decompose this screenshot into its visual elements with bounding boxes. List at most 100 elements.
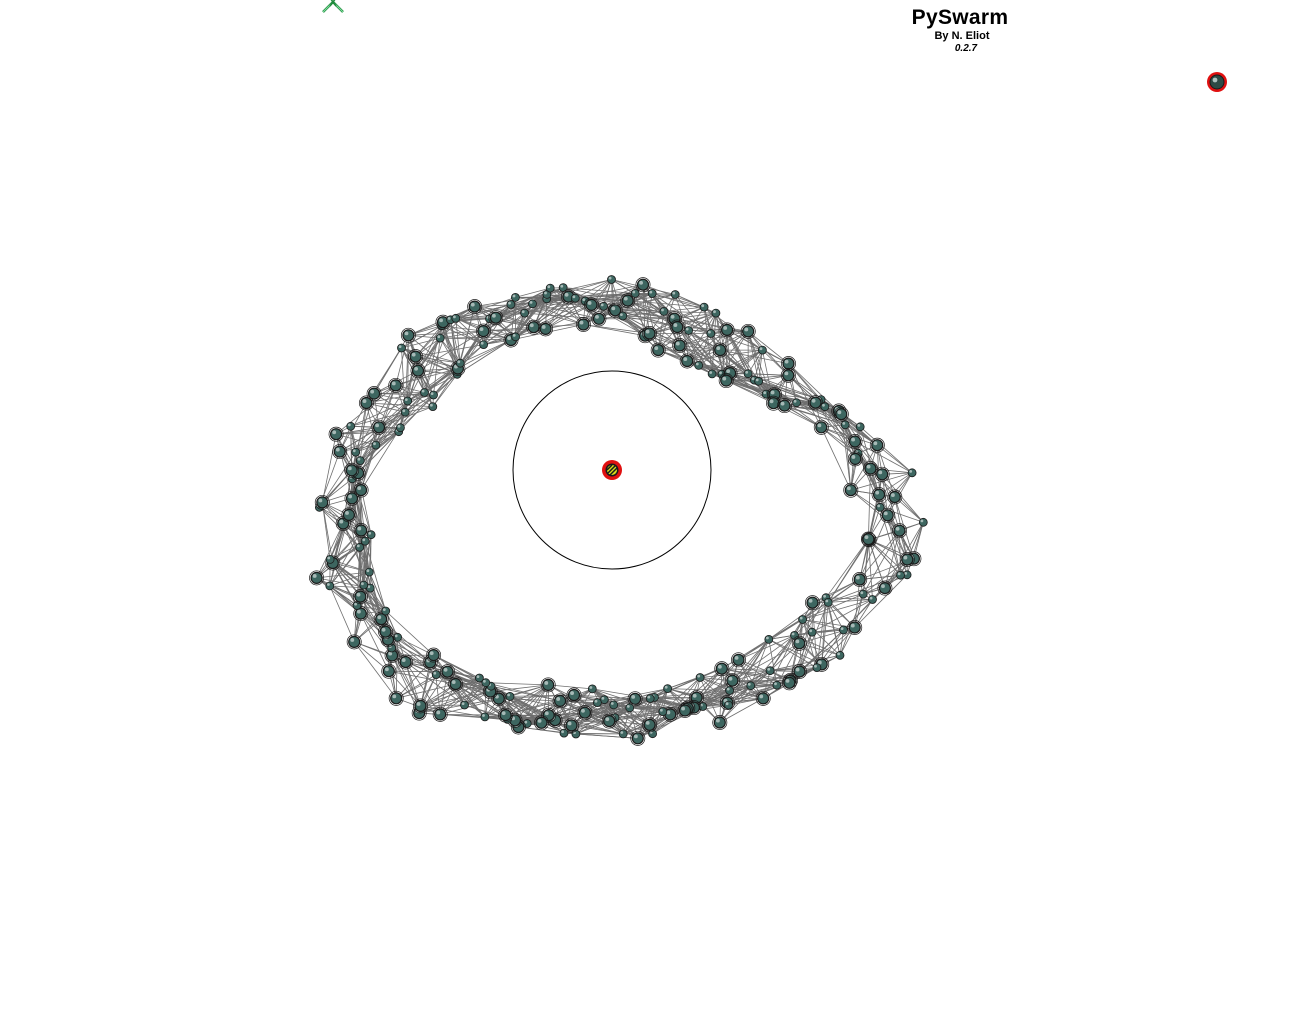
swarm-edge — [439, 677, 480, 715]
swarm-edge — [507, 684, 549, 720]
swarm-edge — [322, 478, 353, 503]
swarm-edge — [418, 677, 480, 714]
swarm-edge — [844, 424, 878, 446]
swarm-agent-icon — [706, 329, 716, 338]
swarm-edge — [415, 356, 461, 364]
swarm-edge — [711, 349, 763, 375]
swarm-edge — [420, 705, 485, 718]
swarm-edge — [385, 610, 434, 656]
swarm-edge — [316, 571, 370, 579]
swarm-agent-icon — [724, 700, 733, 710]
swarm-agent-icon — [835, 650, 845, 660]
swarm-edge — [642, 284, 659, 351]
swarm-edge — [546, 294, 584, 325]
swarm-edge — [738, 659, 791, 681]
swarm-edge — [316, 577, 358, 606]
swarm-agent-icon — [359, 580, 369, 590]
swarm-edge — [667, 688, 730, 691]
swarm-agent-icon — [647, 289, 657, 298]
swarm-agent-icon — [754, 376, 763, 386]
swarm-edge — [457, 339, 512, 369]
swarm-edge — [392, 655, 431, 663]
swarm-agent-icon — [790, 631, 799, 640]
swarm-edge — [702, 690, 730, 707]
swarm-edge — [400, 374, 458, 428]
swarm-edge — [738, 659, 764, 699]
swarm-agent-icon — [711, 308, 721, 318]
swarm-edge — [729, 349, 763, 374]
swarm-agent-icon — [635, 277, 651, 293]
swarm-agent-icon — [607, 302, 623, 318]
swarm-agent-icon — [642, 326, 657, 341]
swarm-agent-icon — [869, 437, 885, 453]
swarm-edge — [815, 402, 856, 460]
swarm-edge — [698, 329, 728, 366]
swarm-agent-icon — [467, 299, 483, 315]
swarm-agent-icon — [314, 494, 330, 510]
swarm-edge — [584, 279, 612, 302]
swarm-edge — [870, 468, 896, 498]
swarm-agent-icon — [488, 310, 504, 326]
swarm-agent-icon — [860, 531, 876, 547]
swarm-agent-icon — [669, 319, 685, 335]
swarm-edge — [721, 668, 764, 699]
swarm-edge — [732, 642, 800, 682]
swarm-edge — [770, 654, 841, 672]
swarm-edge — [642, 284, 650, 334]
swarm-edge — [532, 303, 599, 320]
swarm-agent-icon — [725, 686, 734, 695]
swarm-agent-icon — [373, 611, 389, 627]
swarm-edge — [321, 434, 337, 503]
swarm-edge — [702, 684, 778, 707]
swarm-agent-icon — [758, 345, 767, 355]
swarm-agent-icon — [695, 673, 705, 682]
swarm-edge — [405, 661, 441, 715]
swarm-edge — [906, 522, 924, 575]
swarm-agent-icon — [428, 402, 438, 412]
swarm-agent-icon — [511, 292, 520, 302]
swarm-connection-edges — [316, 279, 924, 739]
swarm-edge — [747, 331, 789, 364]
swarm-agent-icon — [364, 567, 374, 577]
swarm-edge — [417, 322, 444, 371]
swarm-edge — [360, 596, 393, 656]
swarm-agent-icon — [511, 332, 520, 342]
app-title-block: PySwarm By N. Eliot 0.2.7 — [880, 6, 1040, 55]
swarm-edge — [825, 597, 873, 600]
swarm-edge — [900, 522, 924, 576]
swarm-edge — [881, 474, 924, 523]
swarm-edge — [353, 641, 397, 699]
swarm-edge — [368, 534, 372, 573]
swarm-agent-icon — [448, 676, 464, 692]
swarm-edge — [859, 530, 900, 580]
swarm-edge — [316, 523, 344, 579]
swarm-agent-icon — [714, 661, 730, 677]
swarm-agent-icon — [880, 507, 896, 523]
swarm-edge — [360, 613, 393, 656]
swarm-edge — [802, 619, 818, 668]
swarm-edge — [549, 287, 600, 320]
swarm-edge — [750, 667, 818, 687]
swarm-agent-icon — [381, 663, 397, 679]
swarm-edge — [894, 496, 924, 523]
swarm-edge — [699, 677, 728, 703]
swarm-agent-icon — [650, 342, 666, 358]
swarm-agent-icon — [731, 652, 746, 668]
spare-agent-icon[interactable] — [1207, 72, 1227, 92]
swarm-agent-icon — [780, 367, 796, 383]
swarm-agent-icon — [346, 421, 356, 431]
swarm-edge — [369, 587, 387, 612]
swarm-edge — [405, 661, 465, 706]
swarm-agent-icon — [724, 673, 740, 689]
swarm-edge — [407, 356, 416, 402]
target-marker-icon[interactable] — [602, 460, 622, 480]
swarm-agent-icon — [852, 572, 868, 587]
swarm-agent-icon — [689, 690, 705, 706]
swarm-agent-icon — [707, 369, 717, 379]
swarm-edge — [675, 294, 717, 314]
swarm-agent-icon — [309, 570, 325, 586]
swarm-edge — [747, 349, 763, 374]
swarm-edge — [515, 296, 569, 338]
